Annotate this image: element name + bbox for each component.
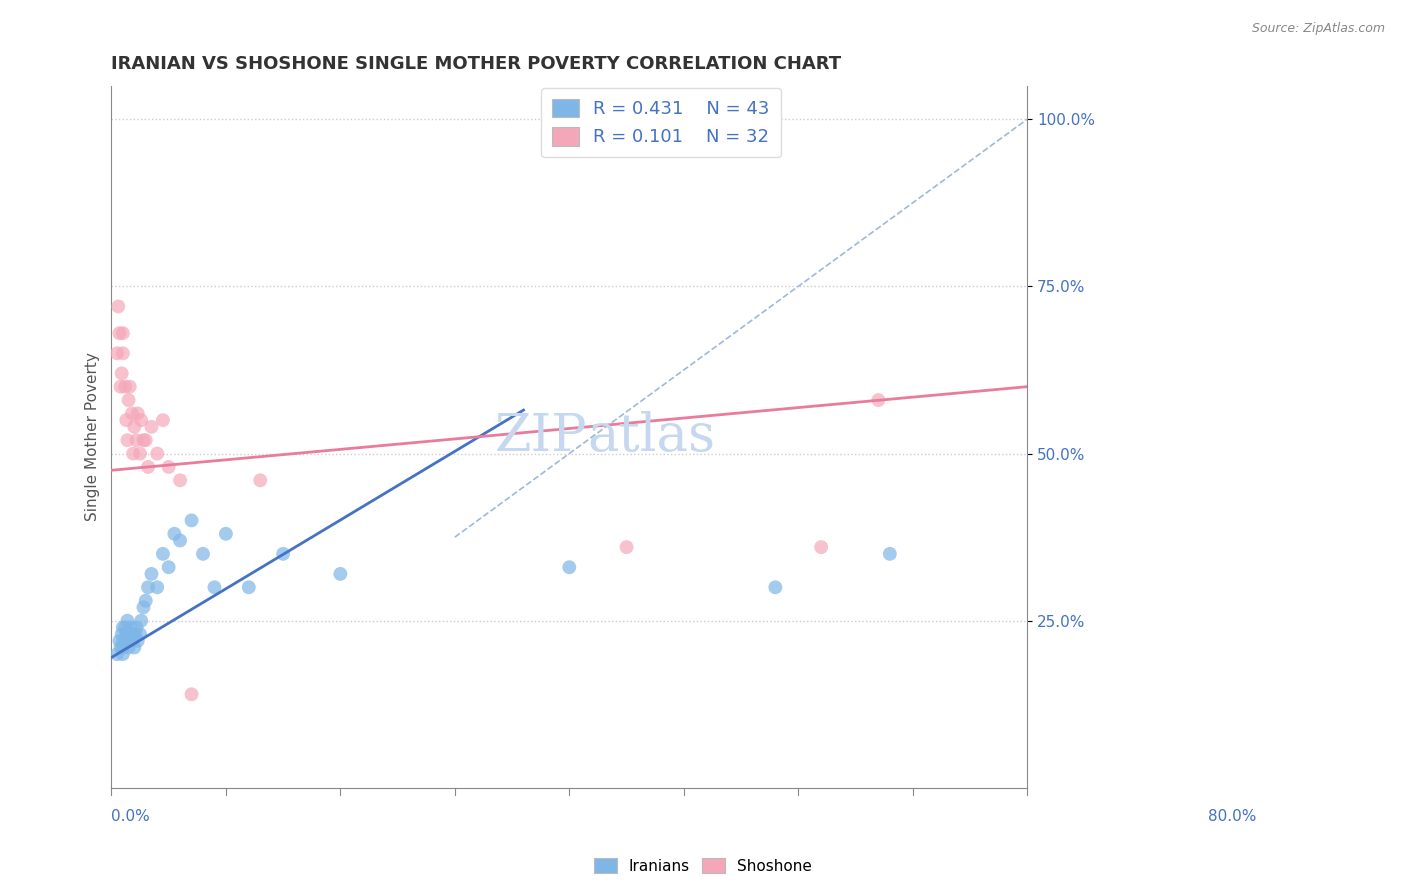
Point	[136, 459, 159, 474]
Point	[124, 640, 146, 655]
Text: IRANIAN VS SHOSHONE SINGLE MOTHER POVERTY CORRELATION CHART: IRANIAN VS SHOSHONE SINGLE MOTHER POVERT…	[111, 55, 842, 73]
Point	[329, 566, 352, 581]
Point	[117, 614, 139, 628]
Point	[157, 560, 180, 574]
Point	[129, 614, 152, 628]
Point	[763, 580, 786, 594]
Point	[238, 580, 260, 594]
Point	[111, 633, 134, 648]
Point	[118, 633, 141, 648]
Point	[169, 473, 191, 487]
Point	[114, 620, 136, 634]
Point	[107, 300, 129, 314]
Text: ZIP: ZIP	[495, 411, 588, 462]
Point	[135, 433, 157, 447]
Legend: Iranians, Shoshone: Iranians, Shoshone	[588, 852, 818, 880]
Point	[127, 633, 149, 648]
Point	[868, 393, 890, 408]
Point	[271, 547, 294, 561]
Point	[129, 413, 152, 427]
Point	[111, 647, 134, 661]
Text: Source: ZipAtlas.com: Source: ZipAtlas.com	[1251, 22, 1385, 36]
Point	[169, 533, 191, 548]
Point	[117, 433, 139, 447]
Point	[152, 413, 174, 427]
Point	[558, 560, 581, 574]
Point	[125, 433, 148, 447]
Point	[117, 393, 139, 408]
Point	[129, 627, 152, 641]
Point	[135, 593, 157, 607]
Point	[215, 526, 238, 541]
Point	[616, 540, 638, 554]
Point	[157, 459, 180, 474]
Point	[111, 367, 134, 381]
Point	[191, 547, 214, 561]
Point	[111, 620, 134, 634]
Point	[121, 406, 143, 420]
Point	[163, 526, 186, 541]
Point	[132, 433, 155, 447]
Legend: R = 0.431    N = 43, R = 0.101    N = 32: R = 0.431 N = 43, R = 0.101 N = 32	[541, 87, 780, 157]
Text: 0.0%: 0.0%	[111, 809, 150, 824]
Point	[152, 547, 174, 561]
Point	[105, 647, 128, 661]
Point	[110, 380, 132, 394]
Point	[111, 326, 134, 341]
Point	[121, 633, 143, 648]
Point	[114, 633, 136, 648]
Text: atlas: atlas	[588, 411, 716, 462]
Point	[124, 419, 146, 434]
Point	[204, 580, 226, 594]
Point	[114, 380, 136, 394]
Point	[129, 446, 152, 460]
Point	[125, 620, 148, 634]
Point	[122, 446, 145, 460]
Point	[141, 566, 163, 581]
Point	[180, 687, 202, 701]
Point	[115, 627, 138, 641]
Point	[146, 446, 169, 460]
Point	[127, 406, 149, 420]
Point	[117, 627, 139, 641]
Point	[117, 640, 139, 655]
Point	[110, 640, 132, 655]
Point	[111, 627, 134, 641]
Text: 80.0%: 80.0%	[1208, 809, 1256, 824]
Point	[122, 627, 145, 641]
Point	[249, 473, 271, 487]
Point	[105, 346, 128, 360]
Point	[120, 620, 142, 634]
Y-axis label: Single Mother Poverty: Single Mother Poverty	[86, 352, 100, 521]
Point	[111, 640, 134, 655]
Point	[124, 627, 146, 641]
Point	[108, 633, 131, 648]
Point	[108, 326, 131, 341]
Point	[136, 580, 159, 594]
Point	[118, 380, 141, 394]
Point	[810, 540, 832, 554]
Point	[180, 513, 202, 527]
Point	[879, 547, 901, 561]
Point	[146, 580, 169, 594]
Point	[132, 600, 155, 615]
Point	[111, 346, 134, 360]
Point	[115, 413, 138, 427]
Point	[141, 419, 163, 434]
